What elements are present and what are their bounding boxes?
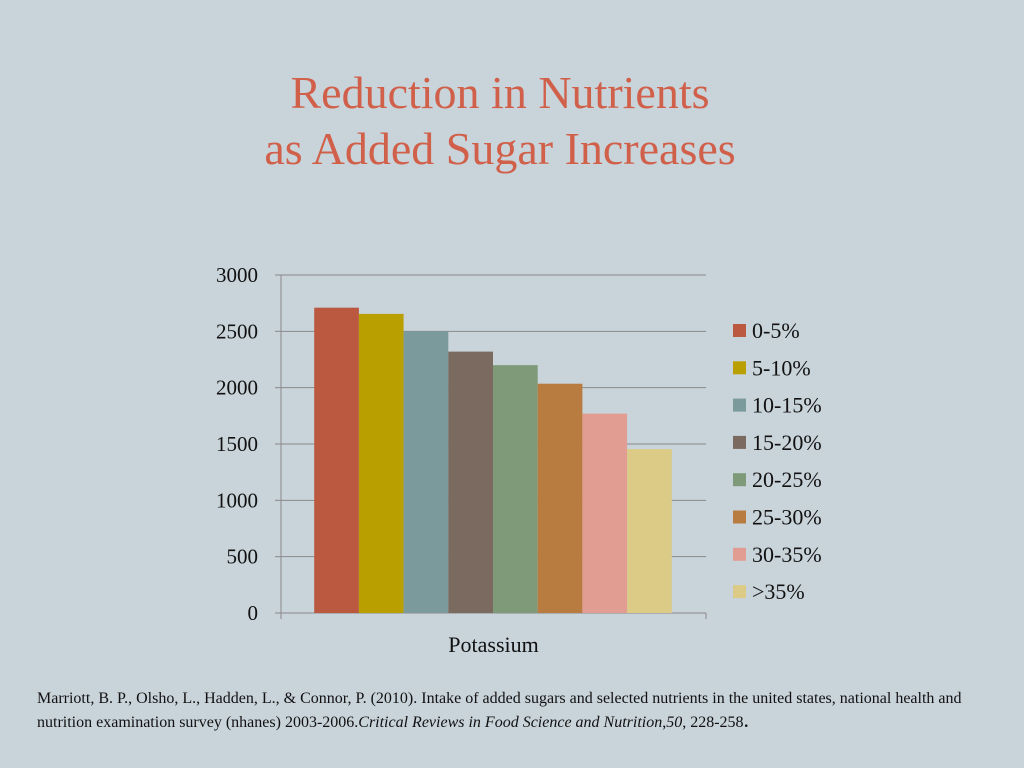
citation-volume: 50 xyxy=(666,714,683,731)
y-tick-label: 0 xyxy=(248,601,259,625)
legend-swatch xyxy=(733,361,746,375)
citation-end: . xyxy=(743,707,750,732)
legend-swatch xyxy=(733,510,746,524)
y-tick-label: 1500 xyxy=(216,432,258,456)
citation-authors: Marriott, B. P., Olsho, L., Hadden, L., … xyxy=(37,690,962,731)
legend-label: 15-20% xyxy=(752,430,822,455)
title-line-2: as Added Sugar Increases xyxy=(264,122,736,174)
legend-swatch xyxy=(733,398,746,412)
legend-swatch xyxy=(733,435,746,449)
legend-swatch xyxy=(733,324,746,337)
x-category-label: Potassium xyxy=(448,632,538,657)
citation: Marriott, B. P., Olsho, L., Hadden, L., … xyxy=(37,688,977,733)
bar-8 xyxy=(627,449,672,613)
y-tick-label: 2500 xyxy=(216,319,258,343)
legend-label: 5-10% xyxy=(752,355,811,380)
citation-separator: , xyxy=(662,714,667,731)
bar-3 xyxy=(403,331,449,613)
legend-label: 0-5% xyxy=(752,318,800,343)
y-tick-label: 3000 xyxy=(216,263,258,287)
y-tick-label: 500 xyxy=(227,545,259,569)
legend-label: >35% xyxy=(752,579,805,604)
bar-5 xyxy=(493,365,538,613)
title-line-1: Reduction in Nutrients xyxy=(290,66,710,118)
y-tick-label: 2000 xyxy=(216,376,258,400)
y-tick-label: 1000 xyxy=(216,488,258,512)
legend-label: 30-35% xyxy=(752,542,822,567)
bar-7 xyxy=(582,413,628,613)
bar-6 xyxy=(537,383,583,613)
legend-swatch xyxy=(733,585,746,599)
slide-title: Reduction in Nutrients as Added Sugar In… xyxy=(0,65,1000,177)
bar-2 xyxy=(358,313,404,613)
legend-label: 10-15% xyxy=(752,393,822,418)
citation-journal: Critical Reviews in Food Science and Nut… xyxy=(358,714,663,731)
legend-swatch xyxy=(733,473,746,487)
bar-1 xyxy=(314,307,359,613)
legend-label: 20-25% xyxy=(752,467,822,492)
legend-label: 25-30% xyxy=(752,505,822,530)
bar-4 xyxy=(448,351,493,613)
citation-pages: , 228-258 xyxy=(682,714,744,731)
legend-swatch xyxy=(733,547,746,561)
